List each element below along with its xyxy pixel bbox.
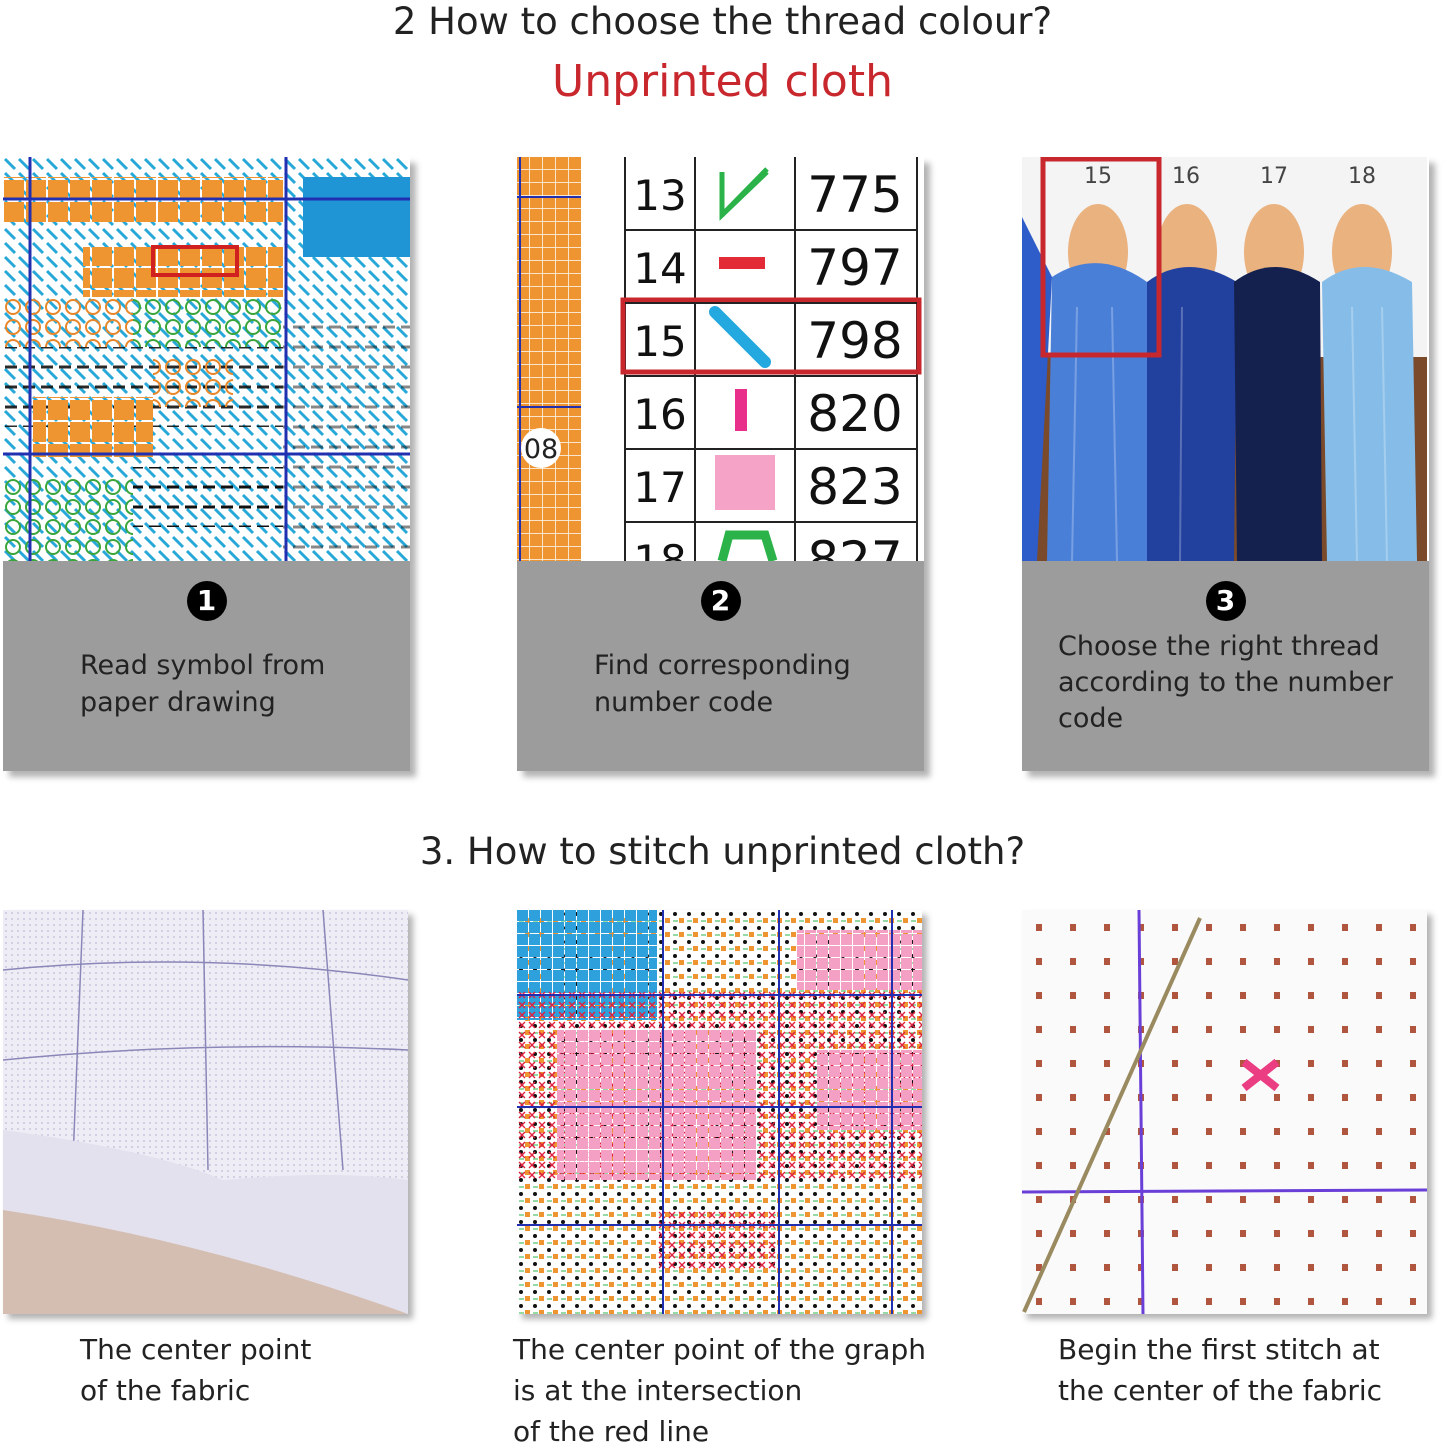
caption-line: Begin the first stitch at <box>1058 1333 1380 1366</box>
symbol-number: 16 <box>633 390 686 439</box>
fabric-image <box>3 910 408 1314</box>
step-panel: 08 13 775 14 797 15 798 16 820 17 823 18 827 2 Find… <box>517 157 924 771</box>
caption-line: The center point <box>80 1333 312 1366</box>
step-caption: Read symbol from paper drawing <box>80 647 325 721</box>
graph-image <box>517 910 922 1314</box>
thread-code: 827 <box>807 531 902 561</box>
thread-code: 797 <box>807 239 902 297</box>
symbol-number: 14 <box>633 244 686 293</box>
symbol-table-image: 08 13 775 14 797 15 798 16 820 17 823 18 827 <box>517 157 924 561</box>
caption-box: 1 Read symbol from paper drawing <box>3 561 410 771</box>
step-caption: Find corresponding number code <box>594 647 851 721</box>
symbol-chart-image <box>3 157 410 561</box>
symbol-number: 13 <box>633 171 686 220</box>
thread-code: 798 <box>807 312 902 370</box>
thread-image: 15 16 17 18 <box>1022 157 1427 561</box>
image-caption: The center point of the graph is at the i… <box>513 1329 926 1452</box>
section-subtitle: Unprinted cloth <box>552 56 893 107</box>
thread-code: 775 <box>807 166 902 224</box>
thread-code: 820 <box>807 385 902 443</box>
page-number: 08 <box>524 434 558 465</box>
thread-code: 823 <box>807 458 902 516</box>
caption-line: the center of the fabric <box>1058 1374 1383 1407</box>
thread-label: 16 <box>1172 164 1200 189</box>
stitch-image <box>1022 910 1427 1314</box>
image-caption: Begin the first stitch at the center of t… <box>1058 1329 1382 1411</box>
caption-line: of the red line <box>513 1415 710 1448</box>
caption-box: 3 Choose the right thread according to th… <box>1022 561 1429 771</box>
caption-line: paper drawing <box>80 687 276 718</box>
step-panel: 15 16 17 18 3 Choose the right thread accord… <box>1022 157 1429 771</box>
caption-line: code <box>1058 703 1124 734</box>
step-caption: Choose the right thread according to the … <box>1058 629 1393 737</box>
caption-box: 2 Find corresponding number code <box>517 561 924 771</box>
caption-line: Choose the right thread <box>1058 631 1380 662</box>
caption-line: Find corresponding <box>594 650 851 681</box>
step-panel: 1 Read symbol from paper drawing <box>3 157 410 771</box>
symbol-number: 18 <box>633 536 686 561</box>
step-number: 1 <box>186 581 227 621</box>
symbol-number: 17 <box>633 463 686 512</box>
thread-label: 18 <box>1348 164 1376 189</box>
caption-line: according to the number <box>1058 667 1393 698</box>
step-number: 3 <box>1205 581 1246 621</box>
image-caption: The center point of the fabric <box>80 1329 311 1411</box>
symbol-number: 15 <box>633 317 686 366</box>
caption-line: The center point of the graph <box>513 1333 926 1366</box>
section-title: 2 How to choose the thread colour? <box>392 0 1053 43</box>
step-number: 2 <box>700 581 741 621</box>
thread-label: 15 <box>1084 164 1112 189</box>
caption-line: number code <box>594 687 774 718</box>
thread-label: 17 <box>1260 164 1288 189</box>
caption-line: is at the intersection <box>513 1374 803 1407</box>
section-title: 3. How to stitch unprinted cloth? <box>419 830 1026 873</box>
caption-line: of the fabric <box>80 1374 251 1407</box>
caption-line: Read symbol from <box>80 650 326 681</box>
